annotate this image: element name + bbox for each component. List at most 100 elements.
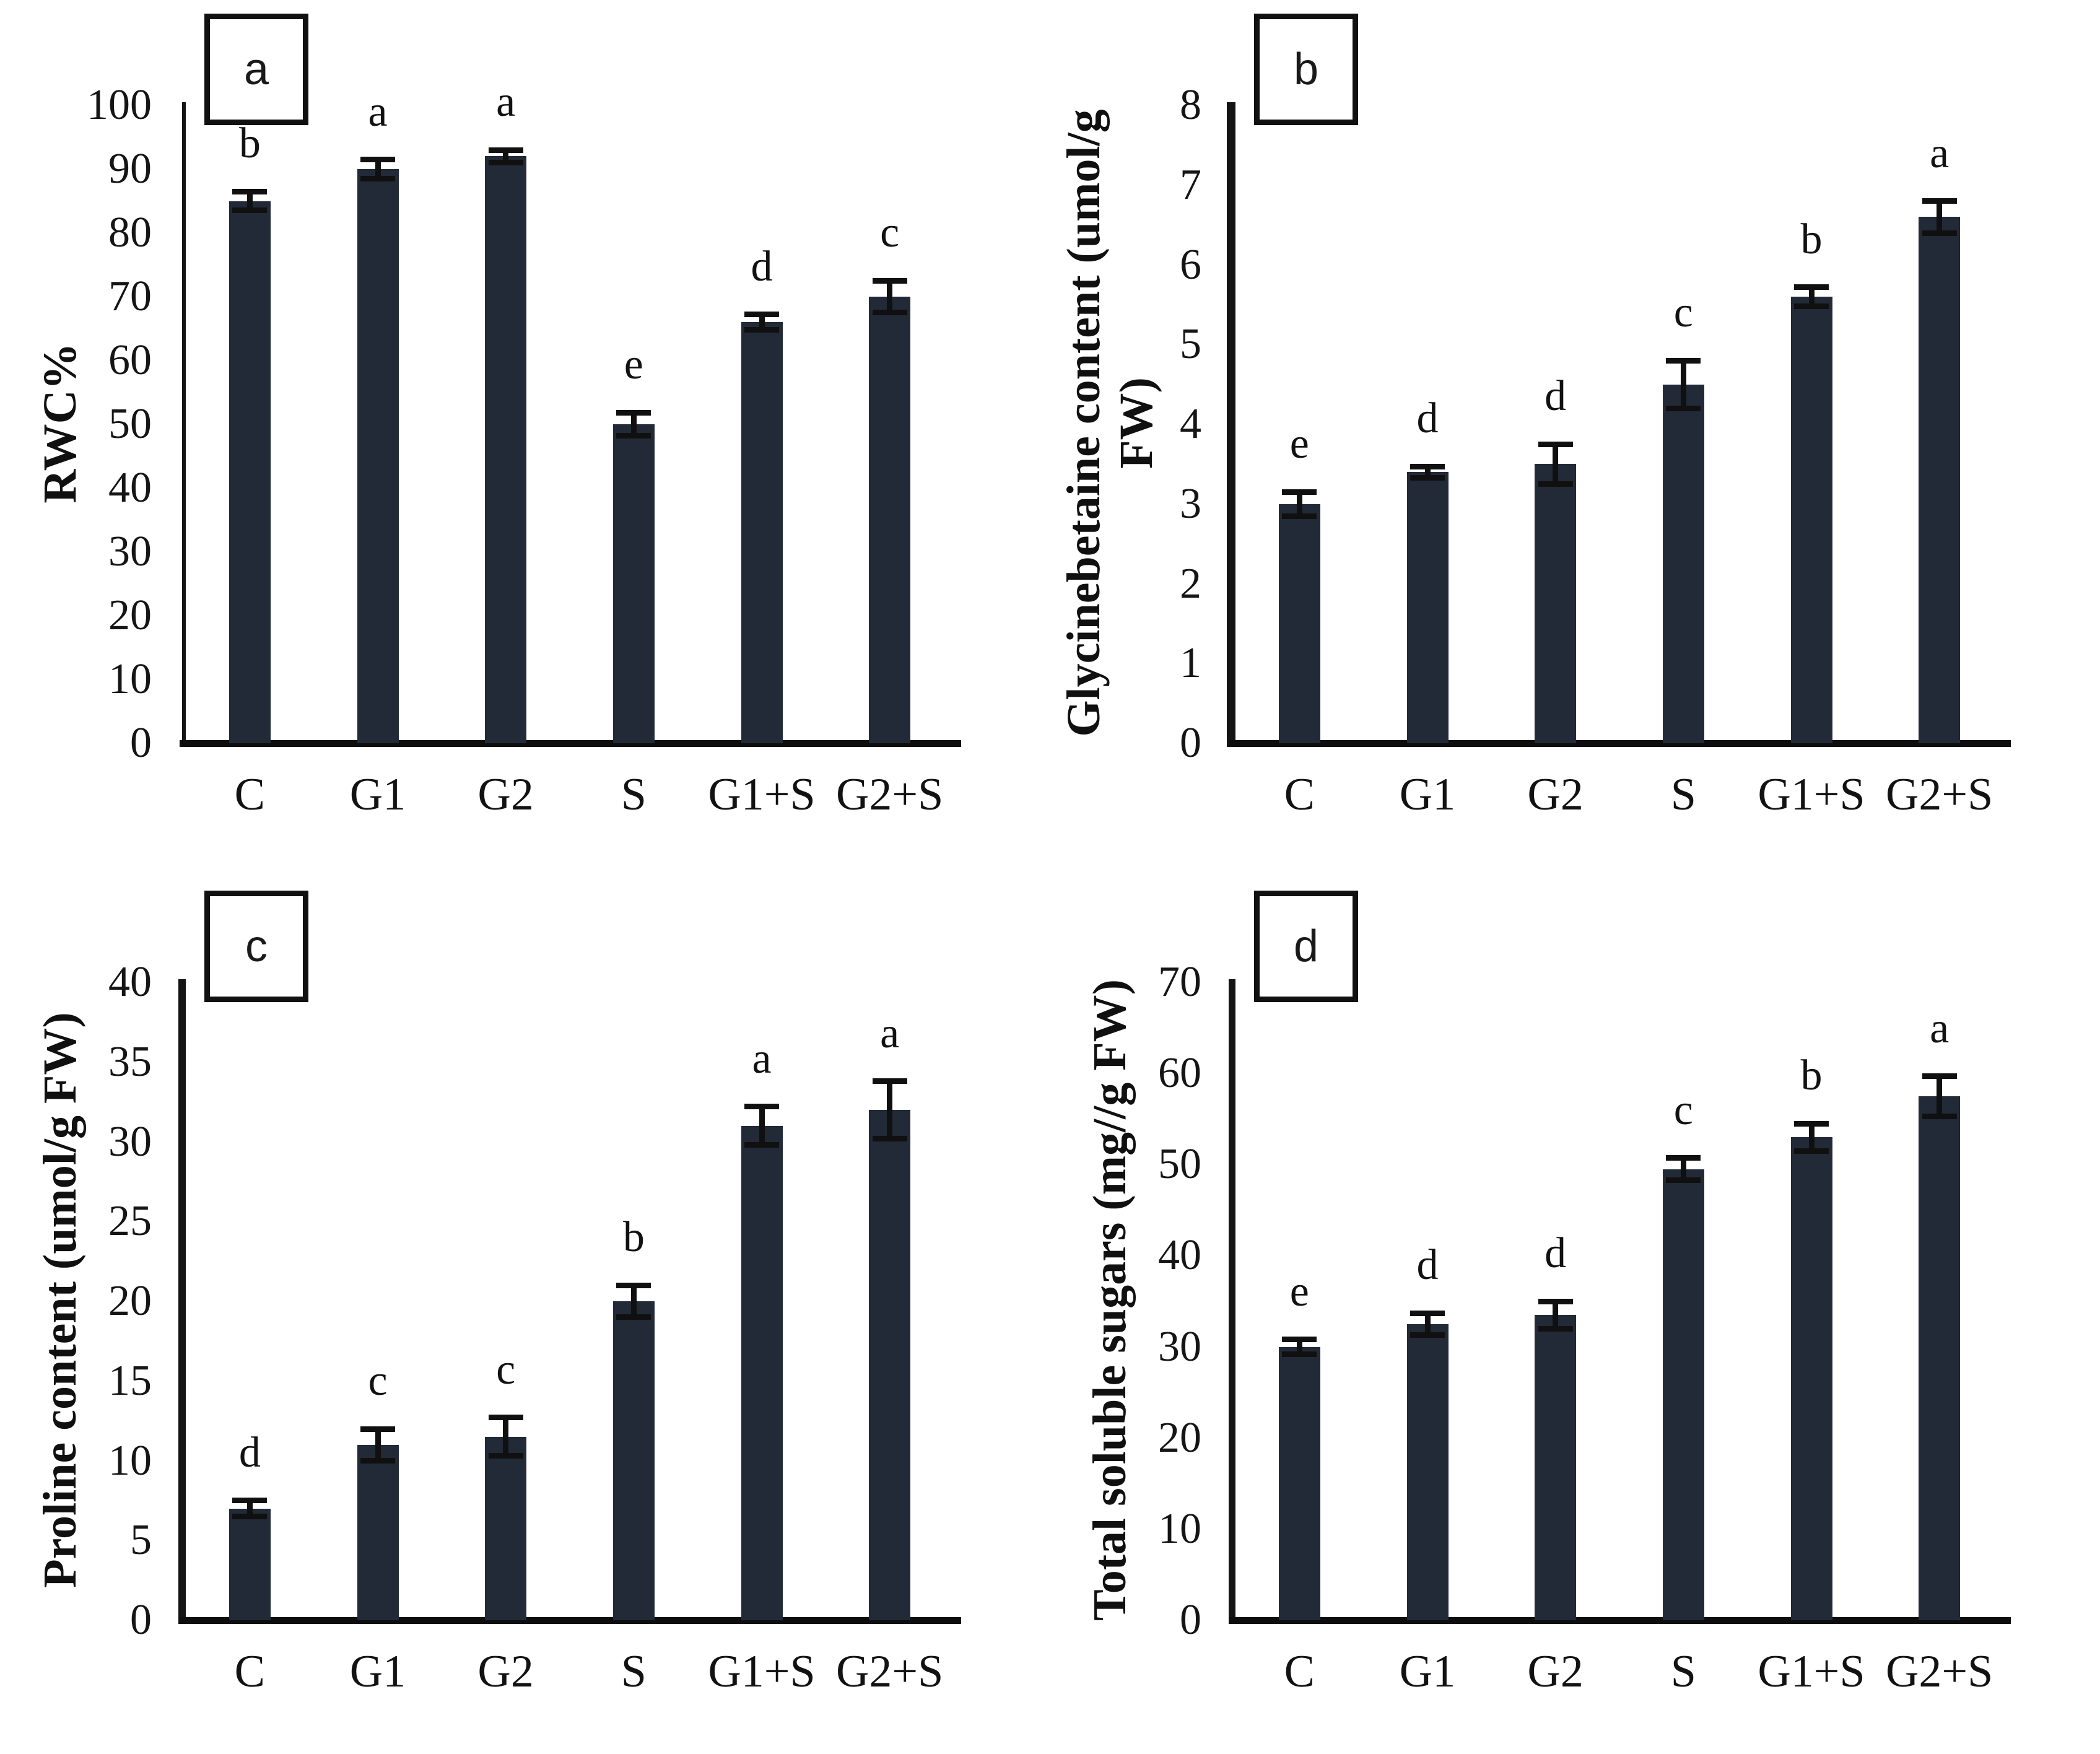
y-tick-label: 70 xyxy=(1158,958,1201,1006)
panel-letter: c xyxy=(245,922,268,971)
x-category-label: C xyxy=(1284,1646,1315,1697)
error-bar-whisker xyxy=(503,150,509,163)
y-axis-title: Total soluble sugars (mg//g FW) xyxy=(1084,979,1136,1621)
x-category-label: G2 xyxy=(1527,1646,1584,1697)
error-bar-cap-top xyxy=(1666,1155,1701,1161)
panel-letter: d xyxy=(1293,922,1319,971)
error-bar-cap-top xyxy=(1538,441,1573,447)
x-category-label: G2 xyxy=(477,1646,534,1697)
bar-G1+S xyxy=(1790,297,1832,743)
panel-letter-box: d xyxy=(1254,891,1358,1002)
y-tick-label: 100 xyxy=(87,81,152,129)
error-bar-cap-top xyxy=(1794,1120,1829,1127)
x-category-label: G1+S xyxy=(1758,1646,1865,1697)
significance-letter: b xyxy=(622,1213,645,1262)
error-bar-cap-bottom xyxy=(1538,481,1573,487)
y-tick-label: 15 xyxy=(108,1356,152,1405)
error-bar-whisker xyxy=(1808,287,1815,307)
y-tick-label: 10 xyxy=(108,1436,152,1485)
error-bar-cap-bottom xyxy=(1666,405,1701,411)
y-tick-label: 7 xyxy=(1180,160,1201,209)
panel-d-total-soluble-sugars: Total soluble sugars (mg//g FW) d 0 10 20 3… xyxy=(1050,877,2100,1754)
error-bar-whisker xyxy=(503,1417,509,1456)
error-bar-whisker xyxy=(1808,1124,1815,1151)
error-bar-cap-bottom xyxy=(232,1514,268,1520)
y-tick-label: 20 xyxy=(1158,1413,1201,1462)
x-axis-line xyxy=(180,740,961,747)
error-bar-cap-top xyxy=(360,1426,395,1432)
bar-G1+S xyxy=(1790,1137,1832,1620)
y-tick-label: 40 xyxy=(108,464,152,512)
error-bar-whisker xyxy=(759,314,765,330)
bar-C xyxy=(229,1508,271,1620)
significance-letter: e xyxy=(1289,1267,1309,1316)
bar-G2 xyxy=(485,156,527,743)
error-bar-whisker xyxy=(1296,492,1302,517)
y-tick-label: 80 xyxy=(108,209,152,256)
significance-letter: d xyxy=(1416,1241,1439,1289)
bar-S xyxy=(612,424,655,743)
error-bar-cap-bottom xyxy=(360,175,395,181)
significance-letter: e xyxy=(624,341,643,389)
error-bar-cap-top xyxy=(1794,284,1829,290)
significance-letter: a xyxy=(368,87,388,136)
error-bar-cap-top xyxy=(1922,1073,1957,1080)
bar-G2+S xyxy=(1919,217,1961,743)
error-bar-cap-bottom xyxy=(616,433,651,439)
y-tick-label: 0 xyxy=(130,1596,152,1644)
y-tick-label: 5 xyxy=(130,1516,152,1564)
error-bar-cap-bottom xyxy=(488,160,523,166)
error-bar-whisker xyxy=(1680,1158,1686,1180)
significance-letter: b xyxy=(238,120,261,168)
significance-letter: c xyxy=(880,209,900,257)
error-bar-cap-bottom xyxy=(744,1142,779,1148)
x-category-label: G2 xyxy=(477,769,534,820)
x-category-label: G1 xyxy=(1399,769,1456,820)
error-bar-cap-top xyxy=(488,1415,523,1421)
x-category-label: G1+S xyxy=(708,1646,816,1697)
panel-letter-box: b xyxy=(1254,14,1358,125)
y-tick-label: 20 xyxy=(108,1277,152,1325)
y-tick-label: 40 xyxy=(108,958,152,1006)
significance-letter: a xyxy=(752,1034,772,1083)
x-category-label: S xyxy=(1670,1646,1696,1697)
error-bar-whisker xyxy=(1296,1339,1302,1355)
error-bar-whisker xyxy=(887,1081,893,1139)
error-bar-cap-bottom xyxy=(1282,513,1317,519)
error-bar-whisker xyxy=(246,191,253,211)
error-bar-cap-bottom xyxy=(1410,474,1445,481)
error-bar-cap-top xyxy=(1922,198,1957,204)
y-tick-label: 0 xyxy=(1180,719,1201,767)
y-tick-label: 3 xyxy=(1180,479,1201,528)
significance-letter: a xyxy=(1930,1004,1950,1052)
bar-C xyxy=(229,201,271,743)
panel-letter: a xyxy=(243,45,269,94)
bar-G2 xyxy=(485,1436,527,1620)
bar-G1+S xyxy=(741,322,783,743)
significance-letter: d xyxy=(238,1428,261,1477)
x-category-label: G2+S xyxy=(835,1646,944,1697)
panel-letter: b xyxy=(1293,45,1319,94)
error-bar-cap-top xyxy=(616,1282,651,1288)
y-axis-line xyxy=(1229,979,1235,1624)
error-bar-cap-bottom xyxy=(1794,303,1829,309)
y-tick-label: 90 xyxy=(108,145,152,193)
y-tick-label: 20 xyxy=(108,591,152,639)
bar-S xyxy=(1662,384,1704,743)
significance-letter: c xyxy=(1673,1086,1693,1134)
y-axis-line xyxy=(1227,102,1235,747)
x-axis-line xyxy=(1229,1617,2011,1624)
bar-S xyxy=(612,1301,655,1620)
error-bar-whisker xyxy=(1937,1076,1943,1117)
bar-G1 xyxy=(1406,472,1449,743)
panel-letter-box: c xyxy=(204,891,308,1002)
significance-letter: b xyxy=(1800,1052,1823,1100)
bar-G2+S xyxy=(869,1110,911,1620)
x-category-label: S xyxy=(621,769,647,820)
y-tick-label: 8 xyxy=(1180,81,1201,129)
x-category-label: G2+S xyxy=(835,769,944,820)
